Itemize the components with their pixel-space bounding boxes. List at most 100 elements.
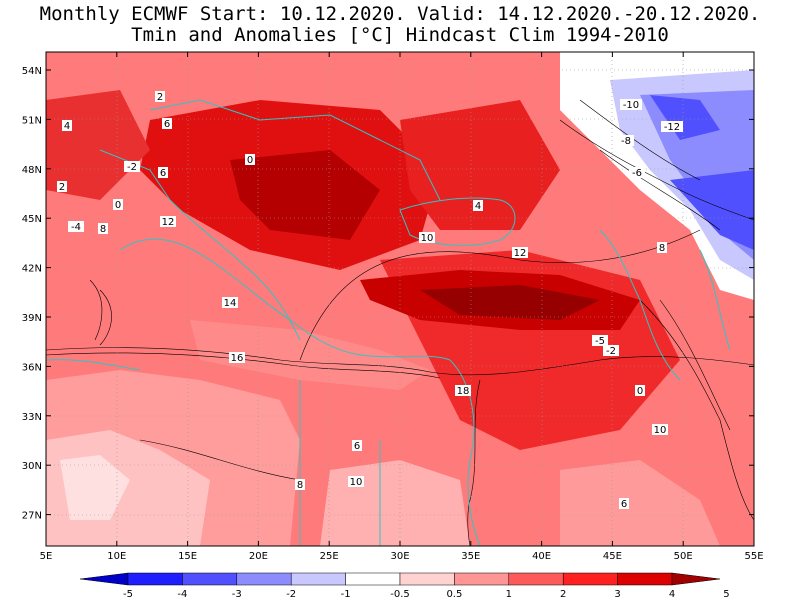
lat-tick-label: 27N bbox=[22, 511, 42, 522]
colorbar-arrow-high bbox=[671, 572, 721, 586]
svg-text:0: 0 bbox=[115, 200, 121, 211]
contour-label: 12 bbox=[512, 247, 528, 259]
contour-label: 0 bbox=[635, 385, 645, 397]
contour-label: 18 bbox=[455, 385, 471, 397]
colorbar-swatch bbox=[562, 572, 618, 586]
contour-label: -6 bbox=[629, 167, 645, 179]
lon-tick-label: 50E bbox=[674, 551, 693, 562]
svg-text:12: 12 bbox=[162, 217, 175, 228]
svg-text:6: 6 bbox=[354, 441, 360, 452]
svg-text:2: 2 bbox=[59, 182, 65, 193]
colorbar-swatch bbox=[345, 572, 401, 586]
colorbar-swatch bbox=[399, 572, 455, 586]
colorbar: -5 -4 -3 -2 -1 -0.5 0.5 1 2 3 4 5 bbox=[79, 572, 730, 600]
colorbar-swatch bbox=[290, 572, 346, 586]
svg-text:4: 4 bbox=[64, 121, 70, 132]
contour-label: 12 bbox=[160, 216, 176, 228]
colorbar-arrow-low bbox=[79, 572, 129, 586]
contour-label: 16 bbox=[229, 352, 245, 364]
svg-text:0: 0 bbox=[637, 386, 643, 397]
lat-tick-label: 39N bbox=[22, 313, 42, 324]
svg-text:6: 6 bbox=[164, 119, 170, 130]
svg-text:-4: -4 bbox=[71, 222, 81, 233]
svg-text:14: 14 bbox=[224, 298, 237, 309]
colorbar-label: 5 bbox=[723, 589, 729, 600]
svg-text:0: 0 bbox=[247, 155, 253, 166]
colorbar-label: -5 bbox=[123, 589, 133, 600]
lon-tick-label: 55E bbox=[744, 551, 763, 562]
svg-text:2: 2 bbox=[157, 92, 163, 103]
contour-label: 0 bbox=[113, 199, 123, 211]
svg-text:-6: -6 bbox=[632, 168, 642, 179]
svg-text:-5: -5 bbox=[595, 336, 605, 347]
svg-text:10: 10 bbox=[421, 233, 434, 244]
contour-label: -2 bbox=[124, 161, 140, 173]
colorbar-swatch bbox=[617, 572, 673, 586]
lat-tick-label: 30N bbox=[22, 461, 42, 472]
contour-label: 6 bbox=[162, 118, 172, 130]
colorbar-label: -3 bbox=[232, 589, 242, 600]
svg-text:6: 6 bbox=[160, 168, 166, 179]
contour-label: 6 bbox=[158, 167, 168, 179]
svg-text:10: 10 bbox=[654, 425, 667, 436]
lat-tick-label: 42N bbox=[22, 264, 42, 275]
colorbar-label: -2 bbox=[286, 589, 296, 600]
svg-text:-12: -12 bbox=[664, 122, 680, 133]
lat-tick-label: 48N bbox=[22, 165, 42, 176]
lon-tick-label: 5E bbox=[40, 551, 53, 562]
contour-labels: 2 4 6 0 -2 -4 2 0 6 12 10 -10 -12 -8 -6 8 4 14 16 12 10 18 8 6 -… bbox=[57, 91, 683, 510]
lon-tick-label: 30E bbox=[390, 551, 409, 562]
colorbar-label: 1 bbox=[506, 589, 512, 600]
colorbar-label: 3 bbox=[614, 589, 620, 600]
colorbar-label: -0.5 bbox=[390, 589, 410, 600]
contour-label: 10 bbox=[419, 232, 435, 244]
svg-text:8: 8 bbox=[659, 243, 665, 254]
contour-label: 2 bbox=[155, 91, 165, 103]
contour-label: 10 bbox=[652, 424, 668, 436]
contour-label: 6 bbox=[619, 498, 629, 510]
contour-label: 4 bbox=[473, 200, 483, 212]
svg-text:18: 18 bbox=[457, 386, 470, 397]
contour-label: 0 bbox=[245, 154, 255, 166]
lat-tick-label: 36N bbox=[22, 362, 42, 373]
colorbar-swatch bbox=[236, 572, 292, 586]
contour-label: 8 bbox=[98, 223, 108, 235]
contour-label: -8 bbox=[618, 135, 634, 147]
contour-label: 6 bbox=[352, 440, 362, 452]
colorbar-label: 0.5 bbox=[446, 589, 462, 600]
svg-text:-2: -2 bbox=[606, 346, 616, 357]
lon-tick-label: 35E bbox=[461, 551, 480, 562]
svg-text:10: 10 bbox=[350, 477, 363, 488]
svg-text:12: 12 bbox=[514, 248, 527, 259]
colorbar-label: 2 bbox=[560, 589, 566, 600]
lon-tick-label: 15E bbox=[178, 551, 197, 562]
contour-label: -10 bbox=[620, 99, 642, 111]
title-line-2: Tmin and Anomalies [°C] Hindcast Clim 19… bbox=[131, 24, 669, 46]
colorbar-label: 4 bbox=[669, 589, 675, 600]
lon-tick-label: 25E bbox=[320, 551, 339, 562]
lat-tick-label: 51N bbox=[22, 115, 42, 126]
svg-text:-8: -8 bbox=[621, 136, 631, 147]
colorbar-swatch bbox=[454, 572, 510, 586]
contour-label: 2 bbox=[57, 181, 67, 193]
svg-text:-10: -10 bbox=[623, 100, 639, 111]
lat-tick-label: 33N bbox=[22, 412, 42, 423]
contour-label: 10 bbox=[348, 476, 364, 488]
colorbar-swatch bbox=[508, 572, 564, 586]
svg-text:8: 8 bbox=[297, 480, 303, 491]
contour-label: 8 bbox=[295, 479, 305, 491]
anomaly-field bbox=[46, 52, 754, 546]
svg-text:4: 4 bbox=[475, 201, 481, 212]
contour-label: -12 bbox=[661, 121, 683, 133]
contour-label: -2 bbox=[603, 345, 619, 357]
svg-text:8: 8 bbox=[100, 224, 106, 235]
colorbar-swatch bbox=[127, 572, 183, 586]
contour-label: 8 bbox=[657, 242, 667, 254]
contour-lines bbox=[46, 99, 754, 546]
lat-tick-label: 45N bbox=[22, 214, 42, 225]
contour-label: -4 bbox=[68, 221, 84, 233]
lon-tick-label: 10E bbox=[107, 551, 126, 562]
contour-label: 14 bbox=[222, 297, 238, 309]
lat-axis: 54N 51N 48N 45N 42N 39N 36N 33N 30N 27N bbox=[22, 66, 754, 522]
